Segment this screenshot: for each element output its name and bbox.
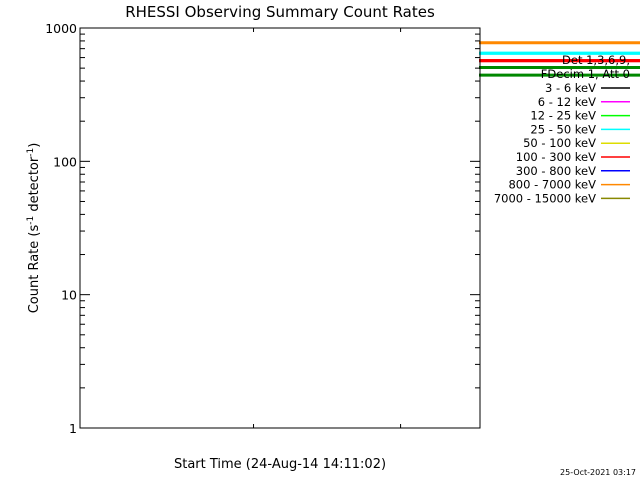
y-tick-label: 10: [61, 288, 77, 303]
y-axis-label-post: ): [27, 143, 42, 148]
x-axis-ticks: 14:1514:3014:4515:0015:1515:3015:45: [253, 28, 402, 428]
legend-header-line2: FDecim 1, Att 0: [541, 67, 630, 81]
legend-label-300-800-kev: 300 - 800 keV: [516, 164, 596, 178]
y-axis-label-exp2: -1: [26, 148, 36, 157]
timestamp: 25-Oct-2021 03:17: [560, 468, 636, 477]
legend-label-800-7000-kev: 800 - 7000 keV: [508, 178, 596, 192]
y-axis-label: Count Rate (s-1 detector-1): [26, 143, 42, 314]
plot-frame: [79, 27, 481, 429]
legend-label-3-6-kev: 3 - 6 keV: [545, 81, 596, 95]
legend-label-7000-15000-kev: 7000 - 15000 keV: [494, 191, 596, 205]
y-tick-label: 100: [53, 154, 77, 169]
x-axis-label: Start Time (24-Aug-14 14:11:02): [174, 457, 386, 472]
legend-label-100-300-kev: 100 - 300 keV: [516, 150, 596, 164]
legend-label-6-12-kev: 6 - 12 keV: [538, 95, 596, 109]
chart-title: RHESSI Observing Summary Count Rates: [125, 3, 435, 21]
y-tick-label: 1000: [45, 21, 77, 36]
legend-label-25-50-kev: 25 - 50 keV: [530, 122, 596, 136]
y-axis-label-pre: Count Rate (s: [27, 225, 42, 314]
legend-header-line1: Det 1,3,6,9,: [562, 53, 630, 67]
y-axis-label-mid: detector: [27, 156, 42, 216]
legend: Det 1,3,6,9, FDecim 1, Att 0 3 - 6 keV6 …: [494, 53, 630, 205]
y-axis-label-exp1: -1: [26, 216, 36, 225]
legend-label-12-25-kev: 12 - 25 keV: [530, 109, 596, 123]
y-tick-label: 1: [69, 421, 77, 436]
y-axis-ticks: 1 10 100 1000: [45, 21, 480, 436]
legend-label-50-100-kev: 50 - 100 keV: [523, 136, 596, 150]
